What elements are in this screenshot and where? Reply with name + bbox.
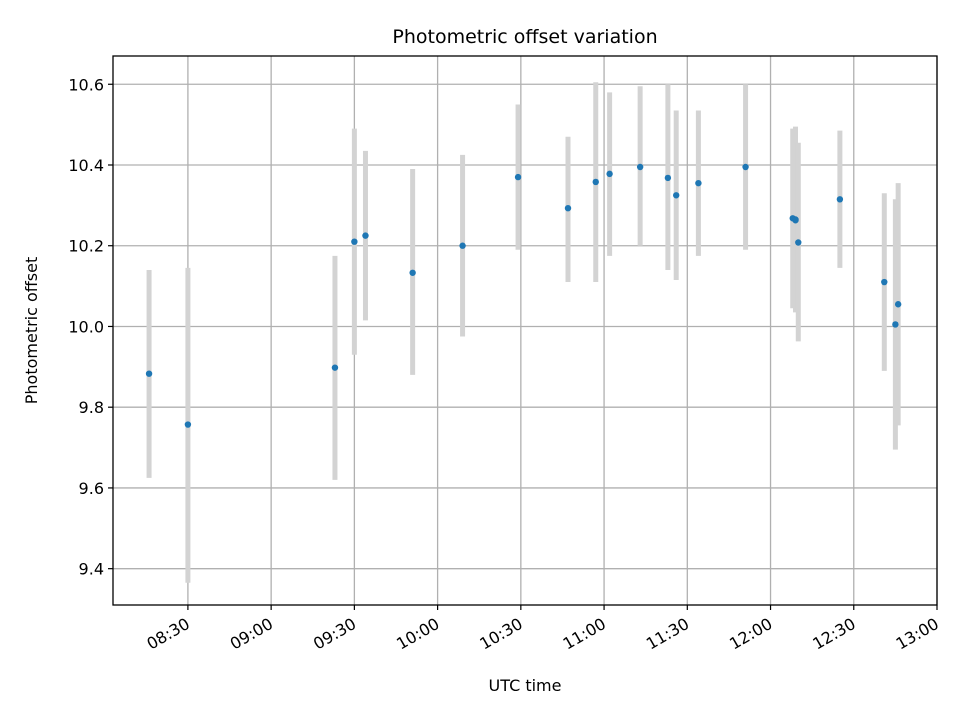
data-point [892,321,899,328]
y-tick-label: 9.6 [79,479,104,498]
data-point [795,239,802,246]
data-point [792,217,799,224]
data-point [592,178,599,186]
data-point [145,370,153,377]
data-point [881,278,888,286]
plot-area-frame [112,55,938,606]
data-point [673,192,680,199]
y-tick-label: 10.4 [68,156,104,175]
data-point [351,238,358,245]
y-tick-label: 9.8 [79,398,104,417]
data-point [695,179,702,187]
data-point [184,421,192,428]
data-point [836,196,844,203]
x-axis-title: UTC time [489,676,562,695]
data-point [459,242,466,249]
chart-title: Photometric offset variation [392,26,657,48]
y-tick-label: 9.4 [79,560,104,579]
data-point [606,170,613,178]
data-point [564,204,572,212]
data-point [636,163,644,171]
y-tick-label: 10.6 [68,75,104,94]
data-points [145,163,902,428]
y-tick-label: 10.0 [68,317,104,336]
data-point [331,364,339,371]
y-axis-title: Photometric offset [22,257,41,405]
data-point [514,173,522,181]
data-point [742,163,749,171]
data-point [664,174,672,182]
y-tick-label: 10.2 [68,237,104,256]
data-point [409,269,416,276]
data-point [894,301,902,308]
data-point [362,232,369,239]
